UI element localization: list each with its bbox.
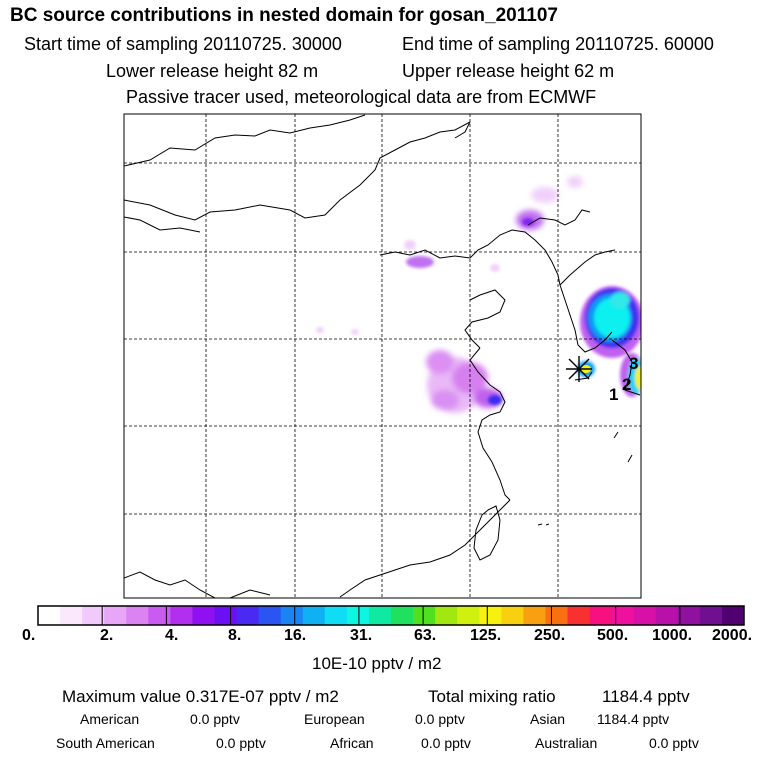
colorbar-cell [501, 606, 524, 625]
colorbar-cell [38, 606, 61, 625]
colorbar-cell [346, 606, 370, 625]
plume-core-shanghai [488, 395, 502, 405]
plume-core-manchuria [522, 218, 534, 226]
receptor-star-icon [566, 356, 592, 382]
colorbar-cell [589, 606, 613, 625]
colorbar-tick-label: 250. [534, 627, 566, 644]
plot-title: BC source contributions in nested domain… [10, 5, 558, 26]
colorbar-tick-label: 125. [470, 627, 502, 644]
colorbar-cell [368, 606, 392, 625]
colorbar-border [37, 605, 745, 626]
plume-japan-sea [580, 286, 641, 358]
colorbar-tick-label: 63. [414, 627, 437, 644]
colorbar-cell [479, 606, 502, 625]
colorbar-cell [280, 606, 304, 625]
colorbar-cell [457, 606, 480, 625]
colorbar-cell [258, 606, 282, 625]
lower-release-height: Lower release height 82 m [106, 61, 319, 81]
tracer-note: Passive tracer used, meteorological data… [126, 87, 597, 107]
colorbar-cell [391, 606, 414, 625]
colorbar-cell [60, 606, 83, 625]
colorbar-tick-label: 8. [228, 627, 242, 644]
region-value: 0.0 pptv [415, 711, 465, 727]
colorbar-cell [192, 606, 215, 625]
colorbar-cell [236, 606, 260, 625]
region-value: 0.0 pptv [649, 735, 699, 751]
sampling-end: End time of sampling 20110725. 60000 [402, 34, 714, 54]
region-name: Asian [530, 711, 566, 727]
colorbar-tick-label: 31. [350, 627, 373, 644]
colorbar-cell [324, 606, 348, 625]
region-name: European [304, 711, 365, 727]
region-name: American [80, 711, 140, 727]
colorbar-cell [126, 606, 149, 625]
marker-1: 1 [609, 385, 618, 404]
colorbar-cell [435, 606, 458, 625]
colorbar-tick-label: 16. [284, 627, 307, 644]
colorbar-cell [148, 606, 171, 625]
upper-release-height: Upper release height 62 m [402, 61, 615, 81]
colorbar-tick-label: 4. [165, 627, 179, 644]
colorbar-cell [545, 606, 568, 625]
colorbar-cell [633, 606, 657, 625]
coastlines [124, 114, 641, 598]
region-name: South American [56, 735, 155, 751]
colorbar-tick-label: 1000. [652, 627, 693, 644]
colorbar-cell [655, 606, 679, 625]
region-name: Australian [535, 735, 598, 751]
colorbar-cell [611, 606, 635, 625]
gridlines [124, 114, 641, 598]
max-value: Maximum value 0.317E-07 pptv / m2 [62, 687, 339, 706]
colorbar-tick-label: 500. [597, 627, 629, 644]
colorbar-cell [104, 606, 127, 625]
colorbar-tick-label: 0. [22, 627, 36, 644]
sampling-start: Start time of sampling 20110725. 30000 [24, 34, 342, 54]
region-name: African [330, 735, 374, 751]
region-value: 0.0 pptv [190, 711, 240, 727]
region-value: 0.0 pptv [421, 735, 471, 751]
marker-3: 3 [629, 354, 638, 373]
colorbar-cell [699, 606, 723, 625]
colorbar-cell [413, 606, 436, 625]
map-border [123, 113, 642, 599]
colorbar-unit: 10E-10 pptv / m2 [312, 654, 442, 673]
colorbar [37, 605, 745, 626]
marker-2: 2 [622, 375, 631, 394]
total-mixing-ratio-label: Total mixing ratio [428, 687, 556, 706]
colorbar-cell [302, 606, 326, 625]
colorbar-cell [523, 606, 546, 625]
colorbar-tick-label: 2000. [712, 627, 753, 644]
region-value: 1184.4 pptv [597, 711, 670, 727]
colorbar-cell [214, 606, 238, 625]
colorbar-cell [170, 606, 193, 625]
colorbar-cell [677, 606, 701, 625]
colorbar-cell [82, 606, 105, 625]
plume-north-china [316, 240, 500, 335]
total-mixing-ratio-value: 1184.4 pptv [602, 687, 690, 706]
colorbar-cell [721, 606, 745, 625]
region-value: 0.0 pptv [216, 735, 266, 751]
colorbar-tick-label: 2. [100, 627, 114, 644]
colorbar-cell [567, 606, 591, 625]
